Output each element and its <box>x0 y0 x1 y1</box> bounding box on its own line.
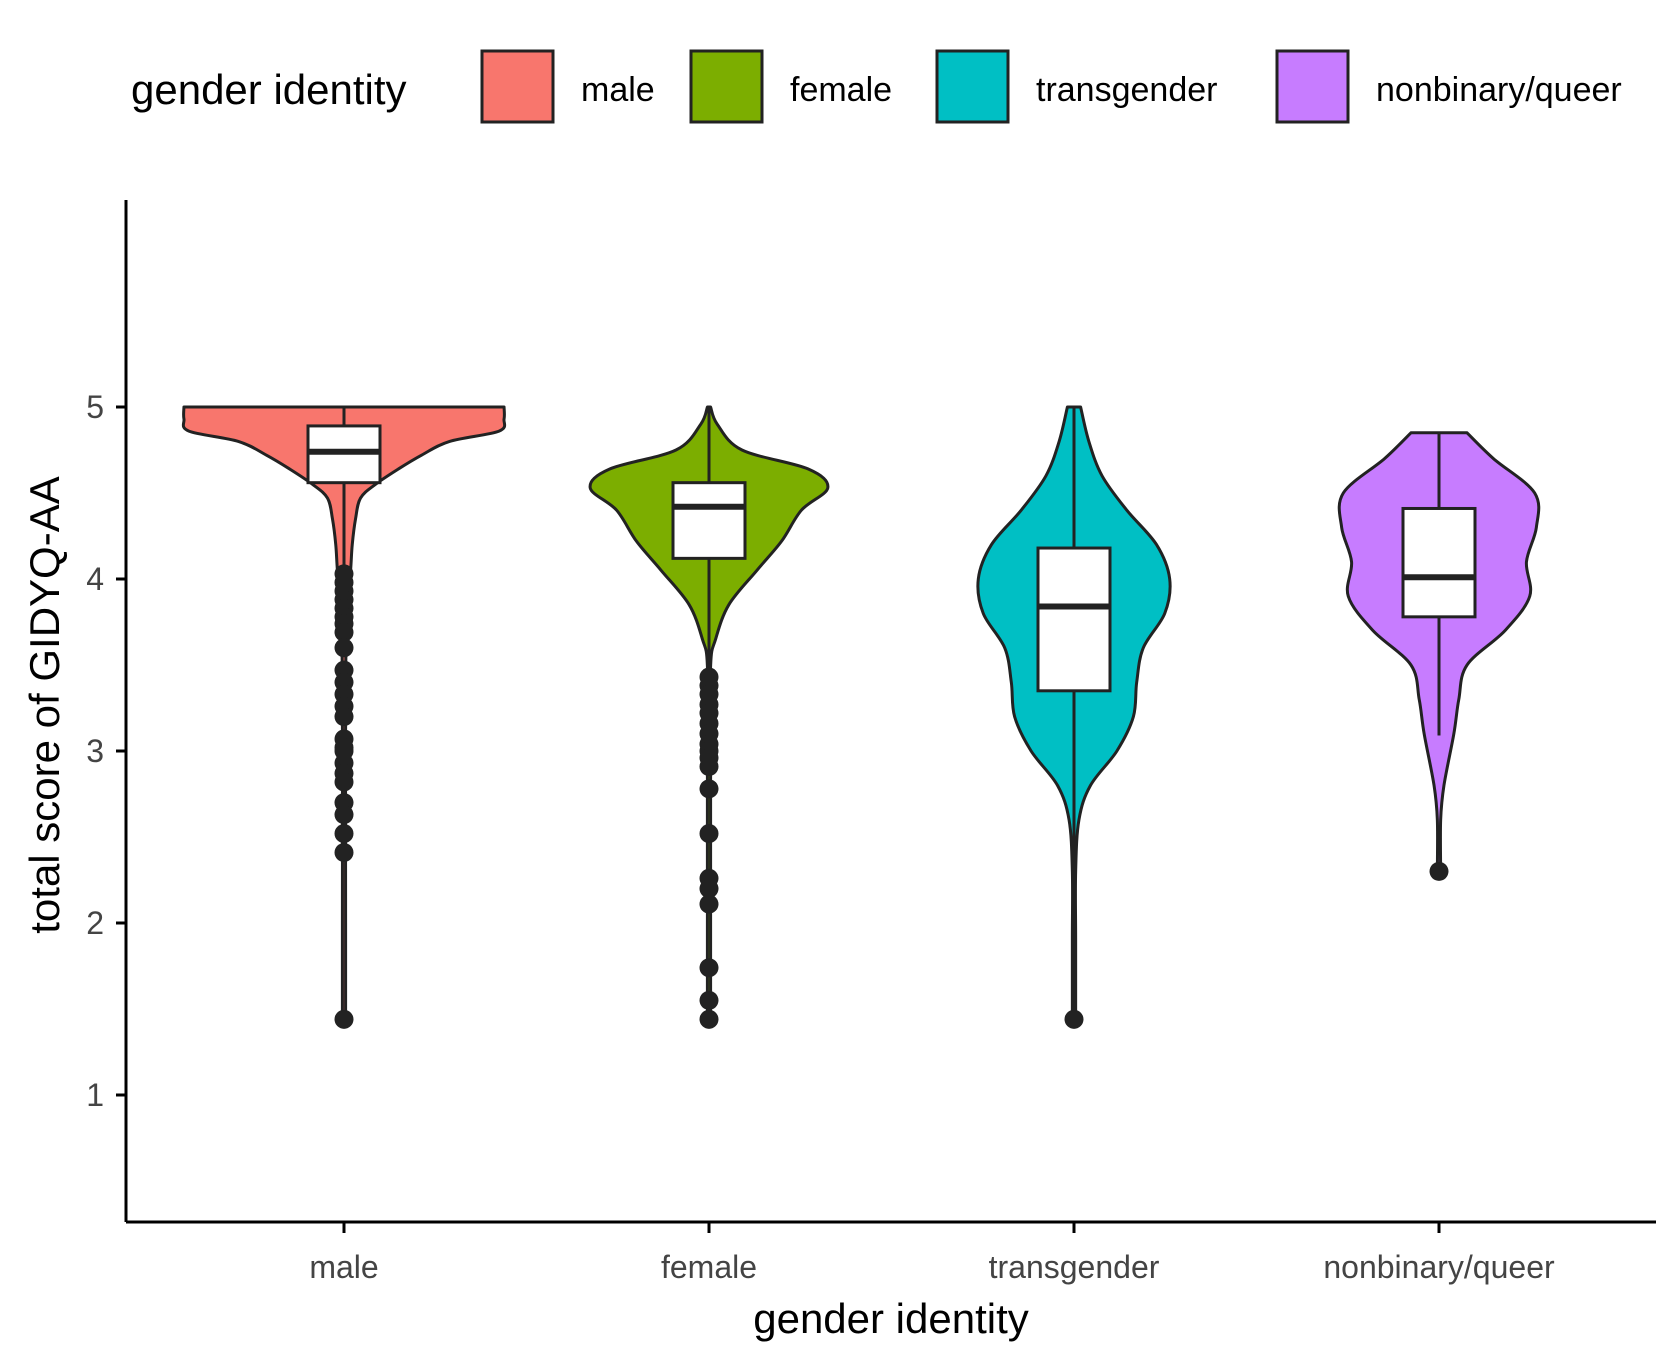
y-tick-label: 3 <box>86 733 104 769</box>
x-tick-label: female <box>661 1249 757 1285</box>
outlier-point <box>699 990 719 1010</box>
legend-key <box>689 49 764 124</box>
outlier-point <box>1429 861 1449 881</box>
violin-group-transgender <box>976 405 1172 1029</box>
outlier-point <box>699 1009 719 1029</box>
outlier-point <box>699 756 719 776</box>
legend: gender identity male female transgender non… <box>131 49 1622 124</box>
legend-label: nonbinary/queer <box>1376 71 1622 109</box>
legend-label: male <box>581 71 655 109</box>
legend-title: gender identity <box>131 66 407 113</box>
legend-item: male <box>480 49 655 124</box>
outlier-point <box>699 958 719 978</box>
outlier-point <box>334 638 354 658</box>
outlier-point <box>334 1009 354 1029</box>
x-axis-title: gender identity <box>753 1295 1029 1342</box>
y-tick-label: 4 <box>86 561 104 597</box>
violin-group-female <box>588 405 830 1029</box>
legend-item: nonbinary/queer <box>1275 49 1622 124</box>
outlier-point <box>699 894 719 914</box>
violin-group-male <box>181 405 507 1029</box>
outlier-point <box>334 707 354 727</box>
outlier-point <box>334 772 354 792</box>
outlier-point <box>699 779 719 799</box>
x-tick-label: male <box>309 1249 378 1285</box>
box <box>671 481 747 560</box>
outlier-point <box>699 824 719 844</box>
outlier-point <box>699 879 719 899</box>
legend-key <box>1275 49 1350 124</box>
y-axis-title: total score of GIDYQ-AA <box>21 476 68 934</box>
violin-group-nonbinary-queer <box>1337 431 1541 881</box>
x-tick-label: nonbinary/queer <box>1323 1249 1555 1285</box>
legend-label: transgender <box>1036 71 1217 109</box>
y-tick-label: 1 <box>86 1077 104 1113</box>
legend-key <box>480 49 555 124</box>
legend-key <box>935 49 1010 124</box>
outlier-point <box>334 805 354 825</box>
outlier-point <box>334 824 354 844</box>
outlier-point <box>334 842 354 862</box>
plot-area: 1 2 3 4 5 male female transgender nonbinary/que… <box>86 200 1656 1285</box>
box <box>1401 506 1477 619</box>
y-tick-label: 5 <box>86 389 104 425</box>
legend-item: transgender <box>935 49 1217 124</box>
legend-item: female <box>689 49 892 124</box>
y-tick-label: 2 <box>86 905 104 941</box>
x-tick-label: transgender <box>989 1249 1160 1285</box>
outlier-point <box>1064 1009 1084 1029</box>
outlier-point <box>334 622 354 642</box>
legend-label: female <box>790 71 892 109</box>
box <box>1036 546 1112 693</box>
